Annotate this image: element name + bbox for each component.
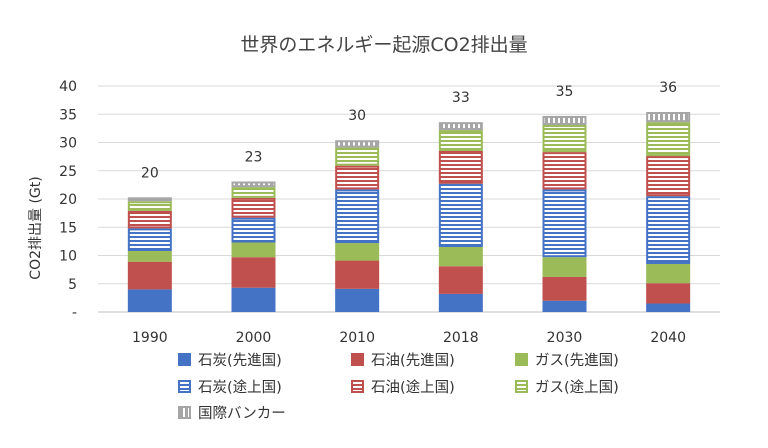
x-tick-label: 2040 bbox=[650, 330, 686, 346]
bar-segment-0-3 bbox=[127, 228, 172, 251]
total-label: 23 bbox=[245, 149, 263, 165]
bar-segment-5-4 bbox=[646, 156, 691, 197]
legend-swatch bbox=[178, 353, 191, 366]
y-tick-label: 20 bbox=[59, 192, 77, 208]
bar-segment-5-3 bbox=[646, 196, 691, 264]
total-label: 30 bbox=[348, 108, 366, 124]
bar-segment-3-5 bbox=[438, 130, 483, 151]
bars bbox=[127, 111, 691, 312]
legend-label: 石油(先進国) bbox=[371, 352, 455, 369]
bar-segment-2-0 bbox=[335, 288, 380, 312]
total-label: 33 bbox=[452, 90, 470, 106]
x-tick-label: 1990 bbox=[132, 330, 168, 346]
x-tick-label: 2000 bbox=[236, 330, 272, 346]
legend-swatch bbox=[351, 380, 364, 393]
bar-segment-0-0 bbox=[127, 289, 172, 312]
bar-segment-1-3 bbox=[231, 217, 276, 243]
legend-label: 石炭(途上国) bbox=[198, 379, 282, 396]
legend-swatch bbox=[515, 353, 528, 366]
bar-segment-1-2 bbox=[231, 242, 276, 258]
y-tick-label: - bbox=[72, 305, 77, 321]
bar-segment-1-6 bbox=[231, 181, 276, 188]
total-label: 36 bbox=[659, 80, 677, 96]
bar-segment-3-2 bbox=[438, 247, 483, 267]
legend-label: 石油(途上国) bbox=[371, 379, 455, 396]
legend: 石炭(先進国) 石油(先進国) ガス(先進国) 石炭(途上国) 石油(途上国) ガス(途上… bbox=[178, 352, 619, 422]
bar-segment-4-4 bbox=[542, 152, 587, 190]
bar-segment-5-5 bbox=[646, 122, 691, 157]
bar-segment-5-6 bbox=[646, 111, 691, 123]
bar-segment-0-5 bbox=[127, 201, 172, 211]
x-tick-label: 2010 bbox=[339, 330, 375, 346]
bar-segment-2-5 bbox=[335, 147, 380, 166]
gridlines bbox=[98, 85, 720, 313]
y-tick-label: 10 bbox=[59, 249, 77, 265]
legend-label: ガス(先進国) bbox=[535, 352, 619, 369]
y-axis-ticks: - 5 10 15 20 25 30 35 40 bbox=[59, 79, 77, 321]
legend-swatch bbox=[178, 380, 191, 393]
bar-segment-4-2 bbox=[542, 257, 587, 277]
y-tick-label: 15 bbox=[59, 220, 77, 236]
bar-segment-0-6 bbox=[127, 197, 172, 202]
bar-segment-5-2 bbox=[646, 263, 691, 284]
y-axis-label: CO2排出量 (Gt) bbox=[28, 176, 44, 279]
y-tick-label: 25 bbox=[59, 164, 77, 180]
total-labels: 20 23 30 33 35 36 bbox=[141, 80, 677, 181]
x-tick-label: 2018 bbox=[443, 330, 479, 346]
y-tick-label: 5 bbox=[68, 277, 77, 293]
bar-segment-3-3 bbox=[438, 183, 483, 248]
bar-segment-3-0 bbox=[438, 293, 483, 312]
x-tick-label: 2030 bbox=[547, 330, 583, 346]
bar-segment-1-0 bbox=[231, 287, 276, 312]
bar-segment-4-3 bbox=[542, 189, 587, 258]
bar-segment-4-5 bbox=[542, 124, 587, 153]
bar-segment-3-1 bbox=[438, 266, 483, 294]
bar-segment-3-4 bbox=[438, 150, 483, 184]
bar-segment-1-5 bbox=[231, 187, 276, 198]
legend-label: ガス(途上国) bbox=[535, 379, 619, 396]
y-tick-label: 30 bbox=[59, 136, 77, 152]
bar-segment-0-4 bbox=[127, 210, 172, 229]
bar-segment-4-6 bbox=[542, 115, 587, 125]
bar-segment-2-3 bbox=[335, 189, 380, 244]
bar-segment-4-1 bbox=[542, 276, 587, 301]
bar-segment-2-1 bbox=[335, 260, 380, 289]
bar-segment-2-2 bbox=[335, 243, 380, 261]
y-tick-label: 40 bbox=[59, 79, 77, 95]
bar-segment-0-1 bbox=[127, 261, 172, 290]
bar-segment-0-2 bbox=[127, 250, 172, 262]
bar-segment-2-6 bbox=[335, 140, 380, 148]
bar-segment-3-6 bbox=[438, 122, 483, 131]
legend-swatch bbox=[515, 380, 528, 393]
bar-segment-4-0 bbox=[542, 300, 587, 312]
bar-segment-2-4 bbox=[335, 165, 380, 190]
bar-segment-1-1 bbox=[231, 257, 276, 288]
total-label: 20 bbox=[141, 165, 159, 181]
bar-segment-1-4 bbox=[231, 197, 276, 218]
bar-segment-5-0 bbox=[646, 303, 691, 312]
legend-swatch bbox=[351, 353, 364, 366]
legend-label: 国際バンカー bbox=[198, 405, 286, 422]
y-tick-label: 35 bbox=[59, 107, 77, 123]
legend-swatch bbox=[178, 406, 191, 419]
chart-title: 世界のエネルギー起源CO2排出量 bbox=[240, 34, 527, 56]
legend-label: 石炭(先進国) bbox=[198, 352, 282, 369]
x-axis-ticks: 1990 2000 2010 2018 2030 2040 bbox=[132, 330, 686, 346]
total-label: 35 bbox=[556, 84, 574, 100]
bar-segment-5-1 bbox=[646, 283, 691, 304]
